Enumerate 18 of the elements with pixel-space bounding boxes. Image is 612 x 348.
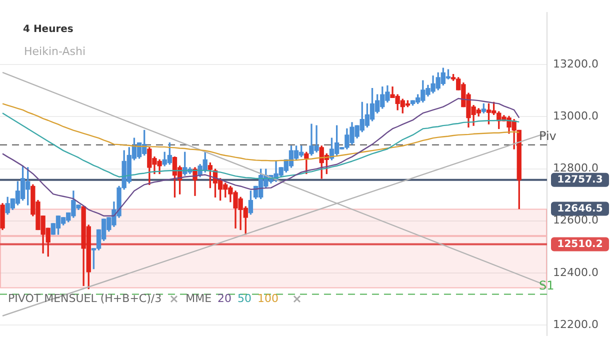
y-tick-label: 12400.0 [553,266,598,279]
text: Heikin-Ashi [22,45,88,58]
band-label: 12646.5 [557,203,603,214]
text: 20 [218,292,232,305]
annotation: PIVOT MENSUEL (H+B+C)/3 [8,292,162,305]
ref-line-label: S1 [539,278,554,292]
y-tick-label: 13200.0 [553,58,598,71]
legend-title: MME [186,292,212,305]
y-tick-label: 12200.0 [553,318,598,331]
ref-line-label: 12510.2 [557,238,603,250]
ref-line-label: Piv [539,128,556,143]
text: 50 [238,292,252,305]
text: 4 Heures [23,24,74,35]
y-tick-label: 12800.0 [553,162,598,175]
ref-line-label: 12757.3 [557,174,603,186]
text: 100 [258,292,279,305]
y-tick-label: 12600.0 [553,214,598,227]
y-tick-label: 13000.0 [553,110,598,123]
